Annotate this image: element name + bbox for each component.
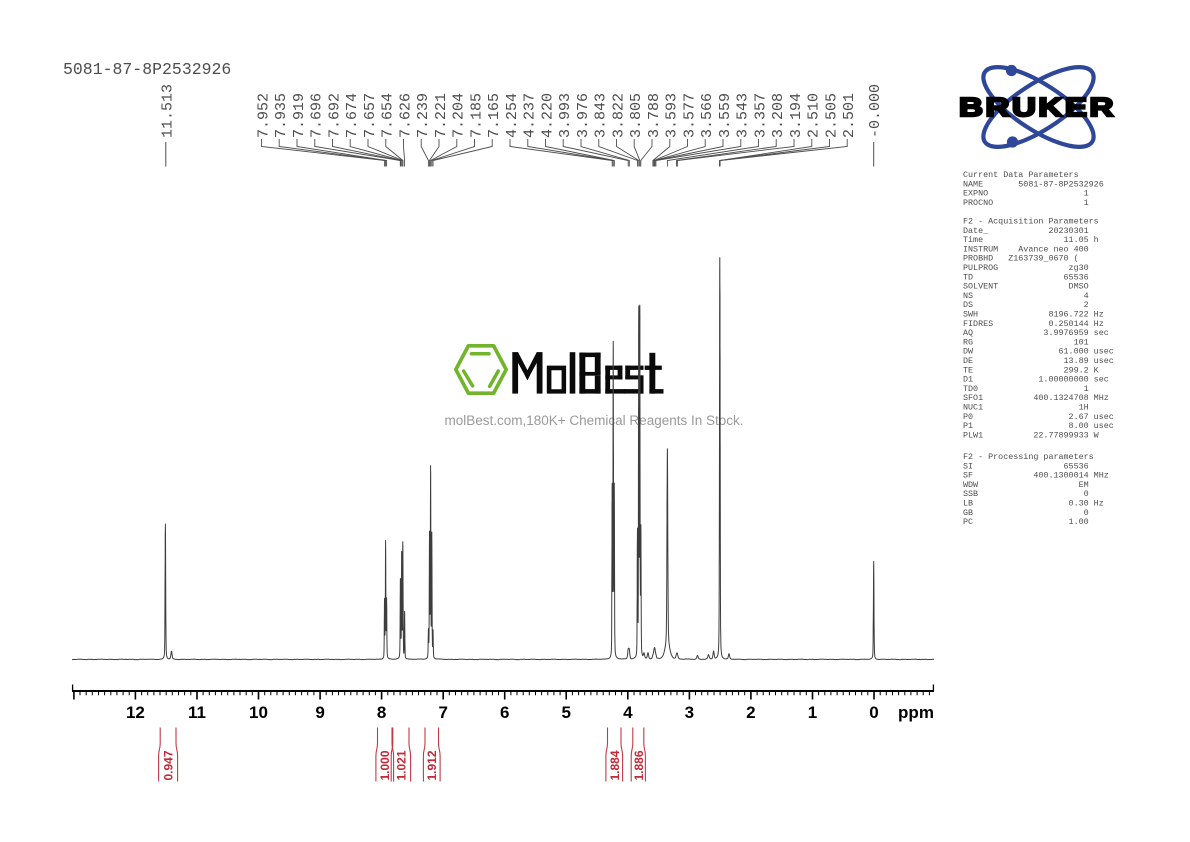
svg-text:7.239: 7.239 bbox=[415, 93, 432, 138]
svg-text:7.204: 7.204 bbox=[451, 93, 468, 138]
svg-text:3.357: 3.357 bbox=[752, 93, 769, 138]
svg-text:4.237: 4.237 bbox=[522, 93, 539, 138]
svg-text:3.208: 3.208 bbox=[770, 93, 787, 138]
svg-text:D1 1.00000000 sec: D1 1.00000000 sec bbox=[963, 375, 1109, 385]
svg-text:7.221: 7.221 bbox=[433, 93, 450, 138]
svg-text:3.593: 3.593 bbox=[664, 93, 681, 138]
svg-text:DS 2: DS 2 bbox=[963, 300, 1089, 310]
svg-text:P0 2.67 usec: P0 2.67 usec bbox=[963, 412, 1114, 422]
svg-text:DE 13.89 usec: DE 13.89 usec bbox=[963, 356, 1114, 366]
svg-text:11: 11 bbox=[188, 703, 206, 722]
svg-text:TD 65536: TD 65536 bbox=[963, 272, 1089, 282]
svg-text:ppm: ppm bbox=[898, 703, 934, 722]
svg-text:Current Data Parameters: Current Data Parameters bbox=[963, 170, 1079, 180]
svg-text:3.788: 3.788 bbox=[646, 93, 663, 138]
svg-text:3: 3 bbox=[685, 703, 694, 722]
svg-text:GB 0: GB 0 bbox=[963, 508, 1089, 518]
svg-text:3.559: 3.559 bbox=[717, 93, 734, 138]
svg-text:INSTRUM Avance neo 400: INSTRUM Avance neo 400 bbox=[963, 244, 1089, 254]
svg-text:PROBHD Z163739_0670 (: PROBHD Z163739_0670 ( bbox=[963, 254, 1079, 264]
svg-text:7.185: 7.185 bbox=[468, 93, 485, 138]
svg-text:7.626: 7.626 bbox=[397, 93, 414, 138]
svg-text:1.000: 1.000 bbox=[378, 750, 392, 780]
svg-text:3.993: 3.993 bbox=[557, 93, 574, 138]
svg-text:11.513: 11.513 bbox=[160, 84, 177, 138]
svg-text:10: 10 bbox=[249, 703, 268, 722]
svg-text:WDW EM: WDW EM bbox=[963, 480, 1089, 490]
svg-text:SFO1 400.1324708 MHz: SFO1 400.1324708 MHz bbox=[963, 393, 1109, 403]
svg-text:molBest.com,180K+ Chemical Rea: molBest.com,180K+ Chemical Reagents In S… bbox=[444, 413, 743, 428]
svg-text:-0.000: -0.000 bbox=[867, 84, 884, 138]
svg-text:6: 6 bbox=[500, 703, 509, 722]
svg-text:4.254: 4.254 bbox=[504, 93, 521, 138]
svg-text:1.021: 1.021 bbox=[394, 750, 408, 780]
svg-text:7: 7 bbox=[438, 703, 447, 722]
svg-text:5081-87-8P2532926: 5081-87-8P2532926 bbox=[63, 60, 231, 79]
svg-text:2.505: 2.505 bbox=[823, 93, 840, 138]
svg-text:7.657: 7.657 bbox=[362, 93, 379, 138]
svg-text:FIDRES 0.250144 Hz: FIDRES 0.250144 Hz bbox=[963, 319, 1104, 329]
svg-text:3.976: 3.976 bbox=[575, 93, 592, 138]
svg-text:SWH 8196.722 Hz: SWH 8196.722 Hz bbox=[963, 310, 1104, 320]
svg-text:SF 400.1300014 MHz: SF 400.1300014 MHz bbox=[963, 471, 1109, 481]
svg-text:12: 12 bbox=[126, 703, 145, 722]
svg-text:7.935: 7.935 bbox=[273, 93, 290, 138]
svg-text:AQ 3.9976959 sec: AQ 3.9976959 sec bbox=[963, 328, 1109, 338]
svg-text:1: 1 bbox=[808, 703, 817, 722]
svg-text:SI 65536: SI 65536 bbox=[963, 461, 1089, 471]
svg-text:5: 5 bbox=[561, 703, 570, 722]
svg-text:2: 2 bbox=[746, 703, 755, 722]
svg-text:0.947: 0.947 bbox=[162, 750, 176, 780]
svg-text:7.692: 7.692 bbox=[326, 93, 343, 138]
svg-text:7.674: 7.674 bbox=[344, 93, 361, 138]
svg-text:1.912: 1.912 bbox=[425, 750, 439, 780]
svg-text:2.510: 2.510 bbox=[806, 93, 823, 138]
svg-text:3.543: 3.543 bbox=[735, 93, 752, 138]
svg-text:3.843: 3.843 bbox=[593, 93, 610, 138]
svg-text:SSB 0: SSB 0 bbox=[963, 489, 1089, 499]
svg-text:TE 299.2 K: TE 299.2 K bbox=[963, 365, 1100, 375]
svg-text:PC 1.00: PC 1.00 bbox=[963, 517, 1089, 527]
svg-text:TD0 1: TD0 1 bbox=[963, 384, 1089, 394]
svg-text:3.194: 3.194 bbox=[788, 93, 805, 138]
svg-text:3.805: 3.805 bbox=[628, 93, 645, 138]
svg-text:Time 11.05 h: Time 11.05 h bbox=[963, 235, 1099, 245]
svg-text:7.654: 7.654 bbox=[380, 93, 397, 138]
svg-text:BRUKER: BRUKER bbox=[959, 92, 1116, 122]
svg-text:F2 - Acquisition Parameters: F2 - Acquisition Parameters bbox=[963, 217, 1099, 227]
svg-text:7.165: 7.165 bbox=[486, 93, 503, 138]
svg-text:Date_ 20230301: Date_ 20230301 bbox=[963, 226, 1089, 236]
svg-text:0: 0 bbox=[869, 703, 878, 722]
svg-text:PLW1 22.77899933 W: PLW1 22.77899933 W bbox=[963, 430, 1100, 440]
svg-text:8: 8 bbox=[377, 703, 386, 722]
svg-text:P1 8.00 usec: P1 8.00 usec bbox=[963, 421, 1114, 431]
svg-text:NS 4: NS 4 bbox=[963, 291, 1089, 301]
svg-text:3.822: 3.822 bbox=[610, 93, 627, 138]
svg-text:4.220: 4.220 bbox=[539, 93, 556, 138]
svg-text:RG 101: RG 101 bbox=[963, 337, 1089, 347]
svg-text:9: 9 bbox=[315, 703, 324, 722]
svg-text:F2 - Processing parameters: F2 - Processing parameters bbox=[963, 452, 1094, 462]
svg-text:SOLVENT DMSO: SOLVENT DMSO bbox=[963, 282, 1089, 292]
svg-text:NAME 5081-87-8P2532926: NAME 5081-87-8P2532926 bbox=[963, 179, 1104, 189]
svg-text:DW 61.000 usec: DW 61.000 usec bbox=[963, 347, 1114, 357]
svg-text:7.952: 7.952 bbox=[255, 93, 272, 138]
svg-text:1.884: 1.884 bbox=[608, 750, 622, 780]
svg-text:PULPROG zg30: PULPROG zg30 bbox=[963, 263, 1089, 273]
svg-text:7.919: 7.919 bbox=[291, 93, 308, 138]
svg-text:3.566: 3.566 bbox=[699, 93, 716, 138]
svg-text:EXPNO 1: EXPNO 1 bbox=[963, 189, 1089, 199]
svg-text:3.577: 3.577 bbox=[681, 93, 698, 138]
svg-text:NUC1 1H: NUC1 1H bbox=[963, 403, 1089, 413]
svg-text:7.696: 7.696 bbox=[309, 93, 326, 138]
svg-text:2.501: 2.501 bbox=[841, 93, 858, 138]
svg-text:LB 0.30 Hz: LB 0.30 Hz bbox=[963, 499, 1104, 509]
svg-text:PROCNO 1: PROCNO 1 bbox=[963, 198, 1089, 208]
svg-text:4: 4 bbox=[623, 703, 633, 722]
svg-text:1.886: 1.886 bbox=[632, 750, 646, 780]
